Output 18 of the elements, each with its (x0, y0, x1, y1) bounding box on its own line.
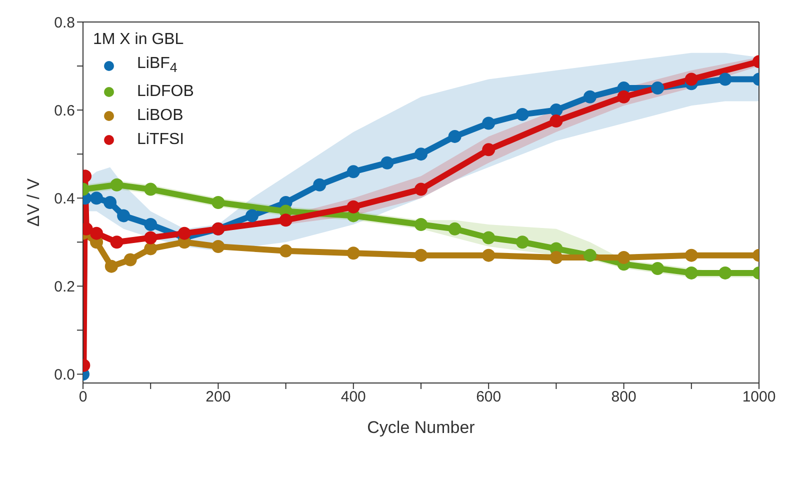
x-tick-label: 1000 (742, 388, 776, 406)
x-tick-label: 400 (340, 388, 366, 406)
y-tick-label: 0.6 (54, 102, 75, 120)
y-tick-label: 0.0 (54, 366, 75, 384)
legend-title: 1M X in GBL (93, 30, 185, 50)
y-tick-label: 0.2 (54, 278, 75, 296)
legend-label: LiTFSI (137, 130, 184, 150)
x-tick-label: 0 (78, 388, 88, 406)
x-tick-label: 800 (611, 388, 636, 406)
x-tick-label: 600 (476, 388, 502, 406)
legend-label: LiBF$_{4}$ (137, 54, 178, 78)
y-tick-label: 0.8 (54, 14, 75, 32)
legend-label: LiBOB (137, 106, 184, 126)
legend-label: LiDFOB (137, 82, 194, 102)
x-tick-label: 200 (206, 388, 231, 406)
y-axis-title: ΔV / V (24, 178, 44, 227)
x-axis-title: Cycle Number (367, 418, 476, 437)
y-tick-label: 0.4 (54, 190, 75, 208)
